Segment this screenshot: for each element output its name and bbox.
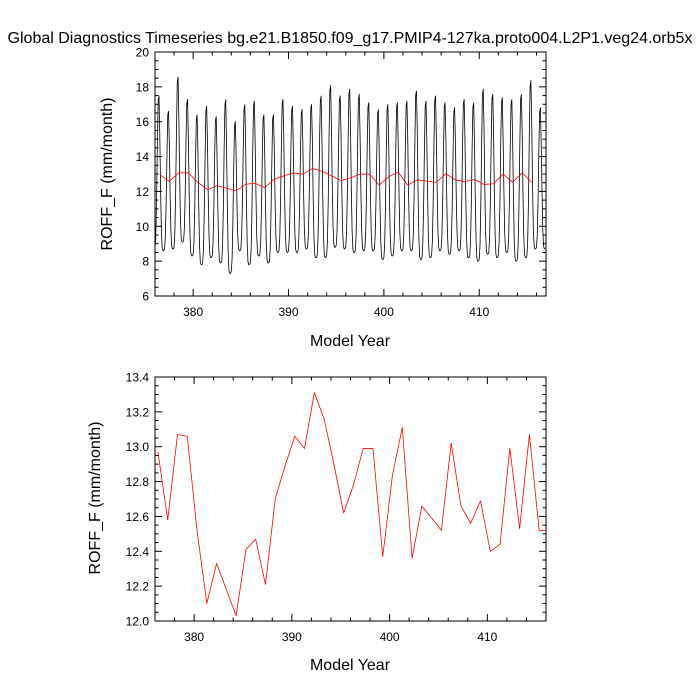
series-line-annual bbox=[159, 168, 532, 192]
y-tick-label: 20 bbox=[136, 46, 150, 60]
y-tick-label: 13.4 bbox=[126, 371, 150, 385]
series-line-monthly bbox=[154, 76, 546, 274]
y-tick-label: 10 bbox=[136, 220, 150, 234]
y-tick-label: 13.2 bbox=[126, 405, 150, 419]
y-tick-label: 8 bbox=[142, 255, 149, 269]
x-tick-label: 390 bbox=[278, 305, 298, 319]
x-tick-label: 380 bbox=[183, 305, 203, 319]
y-tick-label: 6 bbox=[142, 290, 149, 304]
y-tick-label: 16 bbox=[136, 115, 150, 129]
x-tick-label: 380 bbox=[184, 630, 204, 644]
y-tick-label: 12.4 bbox=[126, 545, 150, 559]
y-tick-label: 12.2 bbox=[126, 580, 150, 594]
x-tick-label: 410 bbox=[477, 630, 497, 644]
timeseries-panel-top: Model Year ROFF_F (mm/month) 380 390 400 41… bbox=[99, 46, 547, 350]
x-tick-label: 410 bbox=[469, 305, 489, 319]
y-tick-label: 12.0 bbox=[126, 615, 150, 629]
x-axis-label-bottom: Model Year bbox=[310, 657, 391, 674]
x-tick-label: 390 bbox=[282, 630, 302, 644]
x-tick-label: 400 bbox=[380, 630, 400, 644]
x-axis-label-top: Model Year bbox=[310, 333, 391, 350]
x-tick-label: 400 bbox=[374, 305, 394, 319]
y-tick-label: 18 bbox=[136, 80, 150, 94]
y-tick-label: 12.8 bbox=[126, 475, 150, 489]
y-axis-label-bottom: ROFF_F (mm/month) bbox=[87, 422, 104, 575]
y-tick-label: 13.0 bbox=[126, 440, 150, 454]
y-axis-label-top: ROFF_F (mm/month) bbox=[99, 98, 116, 251]
y-tick-label: 12 bbox=[136, 185, 150, 199]
series-line-annual bbox=[157, 392, 546, 617]
chart-title: Global Diagnostics Timeseries bg.e21.B18… bbox=[8, 30, 693, 47]
timeseries-panel-bottom: Model Year ROFF_F (mm/month) 380 390 400 41… bbox=[87, 371, 547, 674]
plot-frame bbox=[154, 376, 547, 622]
y-tick-label: 14 bbox=[136, 150, 150, 164]
y-tick-label: 12.6 bbox=[126, 510, 150, 524]
plot-frame bbox=[154, 51, 547, 297]
